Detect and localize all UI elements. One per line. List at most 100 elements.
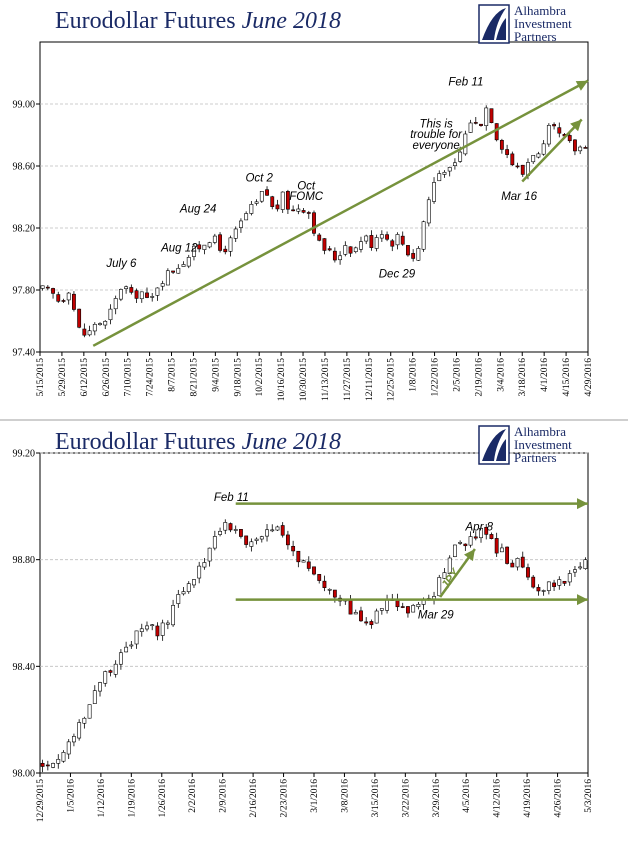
x-tick-label: 2/9/2016 (219, 779, 229, 813)
candle-body (369, 621, 374, 626)
candle-body (145, 625, 149, 630)
x-tick-label: 1/22/2016 (431, 358, 441, 397)
candle-body (280, 191, 285, 210)
candle-body (160, 622, 165, 636)
candle-body (192, 245, 196, 257)
candle-body (546, 125, 551, 145)
trend-arrow (92, 79, 589, 347)
candle-body (567, 573, 572, 583)
x-tick-label: 7/10/2015 (124, 358, 134, 397)
candle-body (155, 287, 160, 296)
candle-body (515, 165, 520, 168)
x-tick-label: 4/5/2016 (462, 779, 472, 813)
candle-body (411, 605, 416, 613)
candle-body (343, 245, 348, 255)
candle-body (275, 204, 280, 210)
candle-body (296, 208, 301, 212)
candle-body (72, 293, 76, 310)
candle-body (364, 235, 369, 242)
candle-body (416, 603, 421, 608)
candle-body (61, 752, 66, 762)
candle-body (541, 143, 546, 155)
candle-body (270, 529, 275, 532)
candle-body (306, 561, 311, 569)
x-tick-label: 8/21/2015 (189, 358, 199, 397)
y-tick-label: 98.60 (13, 162, 36, 173)
x-tick-label: 1/19/2016 (127, 779, 137, 818)
y-tick-label: 99.00 (13, 100, 36, 111)
candle-body (139, 291, 144, 300)
arrow-head-icon (577, 594, 588, 606)
candle-body (181, 591, 186, 595)
x-tick-label: 12/25/2015 (387, 358, 397, 402)
candle-body (270, 196, 275, 207)
candle-body (197, 244, 202, 250)
candle-body (249, 541, 254, 547)
chart-panel-bottom: 98.00 98.40 98.80 99.20 12/29/2015 1/5/2016 1/… (0, 421, 628, 841)
candle-body (583, 147, 588, 149)
candle-body (353, 247, 358, 252)
candle-body (562, 580, 567, 584)
y-tick-label: 98.40 (13, 662, 36, 673)
candle-body (275, 526, 280, 531)
candle-body (374, 610, 379, 624)
logo-mark-icon (478, 4, 510, 44)
candle-body (385, 234, 389, 240)
candle-body (40, 762, 45, 767)
y-tick-label: 97.80 (13, 286, 36, 297)
candle-body (322, 238, 327, 251)
candle-body (536, 587, 541, 592)
candle-body (139, 628, 144, 633)
candle-body (254, 538, 259, 541)
candle-body (124, 286, 129, 290)
x-tick-label: 1/12/2016 (97, 779, 107, 818)
candle-body (207, 242, 212, 248)
plot-frame (39, 41, 589, 353)
candle-body (61, 300, 66, 302)
x-tick-label: 3/18/2016 (518, 358, 528, 397)
candle-body (348, 246, 353, 254)
candle-body (233, 529, 238, 531)
x-tick-label: 9/18/2015 (233, 358, 243, 397)
candle-body (557, 127, 562, 134)
candle-body (510, 153, 515, 166)
candle-body (312, 212, 316, 234)
candle-body (442, 572, 447, 579)
annotation-label: Mar 16 (501, 191, 537, 203)
candle-body (228, 237, 233, 252)
logo-line-2: Investment (514, 437, 572, 452)
candle-body (583, 559, 588, 569)
x-tick-label: 12/11/2015 (365, 358, 375, 401)
candle-body (129, 287, 134, 293)
candle-body (390, 240, 395, 247)
candle-body (353, 612, 358, 615)
x-tick-label: 11/13/2015 (321, 358, 331, 401)
candle-body (181, 264, 186, 267)
candle-body (103, 320, 108, 326)
x-tick-label: 10/2/2015 (255, 358, 265, 397)
candle-body (531, 576, 536, 588)
candle-body (291, 546, 296, 552)
candle-body (489, 534, 494, 539)
candle-body (484, 107, 489, 126)
x-tick-label: 3/22/2016 (401, 779, 411, 818)
candle-body (160, 283, 165, 287)
candle-body (489, 108, 494, 124)
candle-body (103, 671, 108, 684)
candle-body (374, 237, 379, 249)
candle-body (369, 235, 374, 248)
candle-body (338, 255, 343, 261)
x-tick-label: 4/19/2016 (523, 779, 533, 818)
x-tick-label: 4/12/2016 (493, 779, 503, 818)
candle-body (72, 736, 76, 743)
x-tick-label: 3/4/2016 (496, 358, 506, 392)
candle-body (364, 621, 369, 624)
candle-body (176, 594, 181, 604)
chart-bottom: 98.00 98.40 98.80 99.20 12/29/2015 1/5/2016 1/… (13, 449, 595, 823)
logo-line-1: Alhambra (514, 3, 566, 18)
y-tick-label: 97.40 (13, 348, 36, 359)
x-tick-label: 2/2/2016 (188, 779, 198, 813)
candle-body (108, 308, 113, 321)
candle-body (259, 536, 264, 540)
candle-body (108, 670, 113, 673)
